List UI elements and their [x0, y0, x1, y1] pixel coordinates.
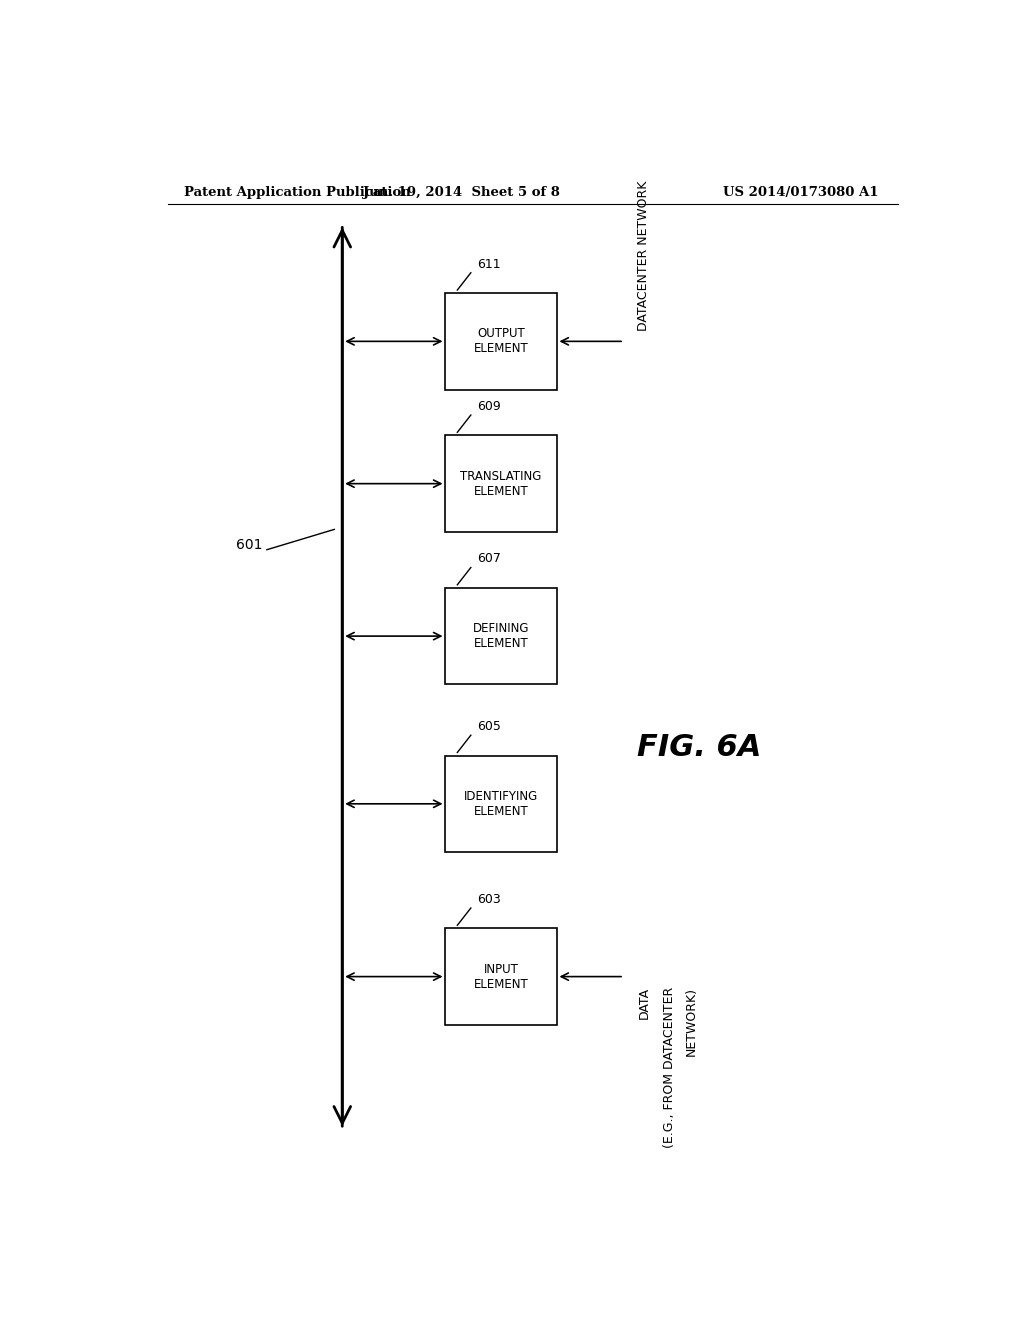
Bar [445, 293, 557, 389]
Text: 609: 609 [477, 400, 501, 413]
Text: DATA: DATA [637, 987, 650, 1019]
Text: DATACENTER NETWORK: DATACENTER NETWORK [637, 181, 650, 331]
Text: US 2014/0173080 A1: US 2014/0173080 A1 [723, 186, 879, 199]
Bar [445, 928, 557, 1024]
Text: (E.G., FROM DATACENTER: (E.G., FROM DATACENTER [663, 987, 676, 1148]
Text: TRANSLATING
ELEMENT: TRANSLATING ELEMENT [461, 470, 542, 498]
Text: Patent Application Publication: Patent Application Publication [183, 186, 411, 199]
Text: DEFINING
ELEMENT: DEFINING ELEMENT [473, 622, 529, 651]
Text: 607: 607 [477, 553, 501, 565]
Text: 601: 601 [237, 537, 263, 552]
Text: Jun. 19, 2014  Sheet 5 of 8: Jun. 19, 2014 Sheet 5 of 8 [362, 186, 560, 199]
Text: 611: 611 [477, 257, 501, 271]
Bar [445, 755, 557, 853]
Text: INPUT
ELEMENT: INPUT ELEMENT [474, 962, 528, 990]
Text: 603: 603 [477, 892, 501, 906]
Text: OUTPUT
ELEMENT: OUTPUT ELEMENT [474, 327, 528, 355]
Text: IDENTIFYING
ELEMENT: IDENTIFYING ELEMENT [464, 789, 539, 818]
Bar [445, 436, 557, 532]
Text: FIG. 6A: FIG. 6A [637, 734, 762, 763]
Text: 605: 605 [477, 721, 501, 733]
Bar [445, 587, 557, 684]
Text: NETWORK): NETWORK) [685, 987, 698, 1056]
